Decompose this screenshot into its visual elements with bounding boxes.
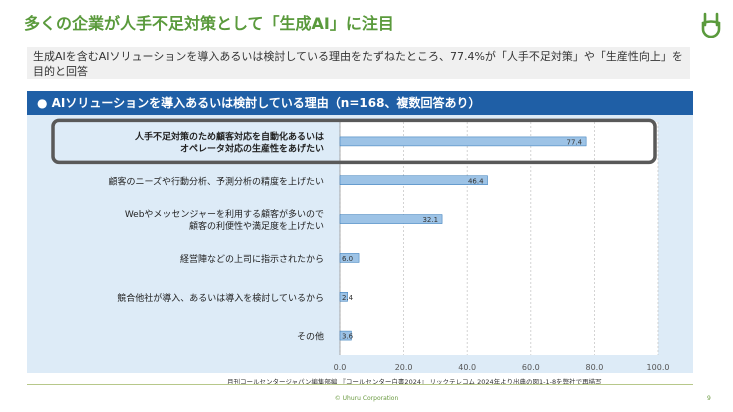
uhuru-logo-icon bbox=[701, 12, 721, 38]
page-number: 9 bbox=[707, 395, 711, 402]
bar bbox=[339, 175, 488, 185]
footer-divider bbox=[27, 384, 693, 385]
bar bbox=[339, 292, 348, 302]
bar bbox=[339, 253, 360, 263]
bar-chart: 0.0 20.0 40.0 60.0 80.0 100.0 77.4 人手不足対策のため顧客対… bbox=[51, 118, 670, 372]
bar bbox=[339, 136, 587, 147]
data-label: 46.4 bbox=[468, 177, 484, 185]
category-label: 経営陣などの上司に指示されたから bbox=[180, 253, 324, 265]
copyright-text: © Uhuru Corporation bbox=[334, 395, 399, 402]
category-label: 顧客の利便性や満足度を上げたい bbox=[189, 220, 324, 232]
chart-panel-title: ● AIソリューションを導入あるいは検討している理由（n=168、複数回答あり） bbox=[27, 91, 693, 115]
data-label: 77.4 bbox=[567, 138, 583, 146]
data-label: 3.6 bbox=[342, 333, 354, 341]
category-label: その他 bbox=[297, 331, 324, 343]
category-label: Webやメッセンジャーを利用する顧客が多いので bbox=[125, 208, 324, 220]
x-tick-label: 20.0 bbox=[395, 363, 413, 372]
highlight-box bbox=[51, 118, 657, 165]
slide-title: 多くの企業が人手不足対策として「生成AI」に注目 bbox=[24, 14, 394, 33]
data-label: 32.1 bbox=[422, 216, 438, 224]
x-tick-label: 100.0 bbox=[647, 363, 670, 372]
plot-area bbox=[340, 122, 658, 355]
bar bbox=[339, 214, 443, 224]
source-citation: 月刊コールセンタージャパン編集部編 『コールセンター白書2024』 リックテレコ… bbox=[227, 378, 602, 386]
summary-text: 生成AIを含むAIソリューションを導入あるいは検討している理由をたずねたところ、… bbox=[27, 47, 690, 79]
x-tick-label: 80.0 bbox=[585, 363, 603, 372]
data-label: 6.0 bbox=[342, 255, 353, 263]
x-tick-label: 40.0 bbox=[458, 363, 476, 372]
x-tick-label: 60.0 bbox=[522, 363, 540, 372]
data-label: 2.4 bbox=[342, 294, 354, 302]
x-tick-label: 0.0 bbox=[334, 363, 347, 372]
category-label: 人手不足対策のため顧客対応を自動化あるいは bbox=[134, 130, 324, 142]
category-label: 競合他社が導入、あるいは導入を検討しているから bbox=[117, 292, 324, 304]
chart-panel: ● AIソリューションを導入あるいは検討している理由（n=168、複数回答あり）… bbox=[27, 91, 693, 373]
category-label: オペレータ対応の生産性をあげたい bbox=[180, 142, 324, 154]
category-label: 顧客のニーズや行動分析、予測分析の精度を上げたい bbox=[108, 175, 324, 187]
bar bbox=[339, 330, 352, 341]
